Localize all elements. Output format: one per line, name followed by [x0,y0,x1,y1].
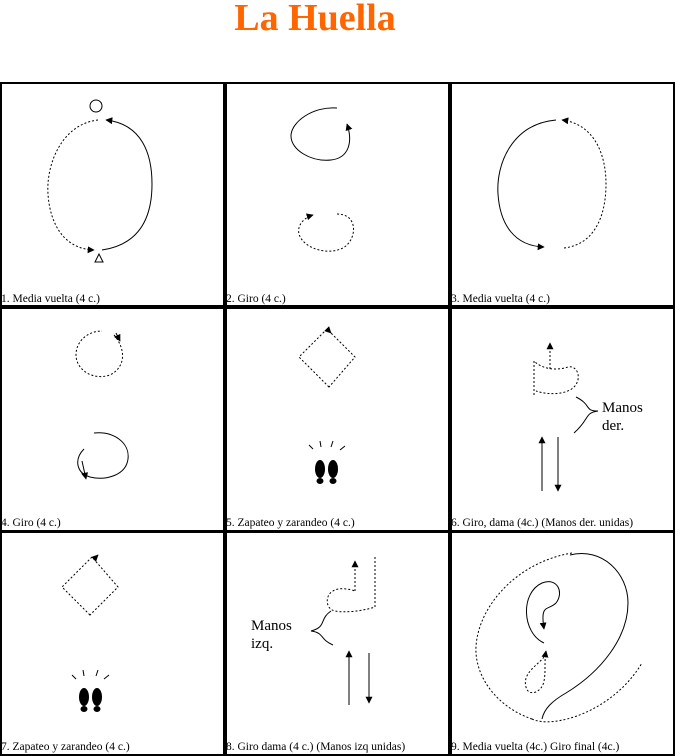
panel-7 [0,531,225,756]
caption-7: 7. Zapateo y zarandeo (4 c.) [1,741,130,753]
path-dashed-turn [326,557,376,613]
caption-3: 3. Media vuelta (4 c.) [451,293,550,305]
zapateo-marks-icon [308,440,346,451]
path-dashed-diamond [298,328,356,388]
diagram-giro-2 [290,107,355,252]
annotation-manos-der: Manos der. [602,400,643,434]
path-solid-circle [77,432,129,479]
diagram-giro-dama-6 [533,342,599,492]
path-solid [497,119,557,251]
diagram-media-vuelta-3 [497,117,607,251]
path-dashed-circle [298,213,355,252]
caption-4: 4. Giro (4 c.) [1,517,61,529]
brace-icon [573,396,599,434]
panel-4 [0,307,225,532]
path-solid-circle [290,107,353,161]
caption-1: 1. Media vuelta (4 c.) [1,293,100,305]
path-dashed-diamond [61,556,119,616]
panel-1 [0,82,225,307]
path-dashed-circle [75,330,123,377]
dancer-man-icon [94,252,104,263]
zapateo-marks-icon [71,669,110,680]
diagram-giro-dama-8 [310,557,376,705]
panel-8: Manos izq. [225,531,450,756]
path-dashed [47,119,99,254]
caption-9: 9. Media vuelta (4c.) Giro final (4c.) [451,741,620,753]
panel-6: Manos der. [450,307,675,532]
annotation-manos-izq: Manos izq. [251,618,292,652]
dancer-woman-icon [89,99,103,113]
path-solid [101,117,153,251]
caption-6: 6. Giro, dama (4c.) (Manos der. unidas) [451,517,634,529]
caption-2: 2. Giro (4 c.) [226,293,286,305]
path-dashed-spiral [524,650,549,694]
diagram-giro-4 [75,330,129,480]
path-dashed-outer [475,552,573,720]
diagram-zapateo-7 [61,554,119,712]
feet-icon [79,688,102,712]
caption-5: 5. Zapateo y zarandeo (4 c.) [226,517,355,529]
panel-3 [450,82,675,307]
page-title: La Huella [234,0,396,39]
path-dashed-turn [533,359,579,395]
diagram-media-vuelta-1 [47,99,153,263]
path-dashed [561,117,607,249]
brace-icon [310,610,334,646]
panel-2 [225,82,450,307]
path-solid-outer [541,553,629,720]
caption-8: 8. Giro dama (4 c.) (Manos izq unidas) [226,741,406,753]
diagram-giro-final-9 [475,552,643,723]
panel-5 [225,307,450,532]
feet-icon [315,460,338,484]
panel-9 [450,531,675,756]
diagram-zapateo-5 [298,326,356,484]
path-solid-spiral [526,581,560,644]
